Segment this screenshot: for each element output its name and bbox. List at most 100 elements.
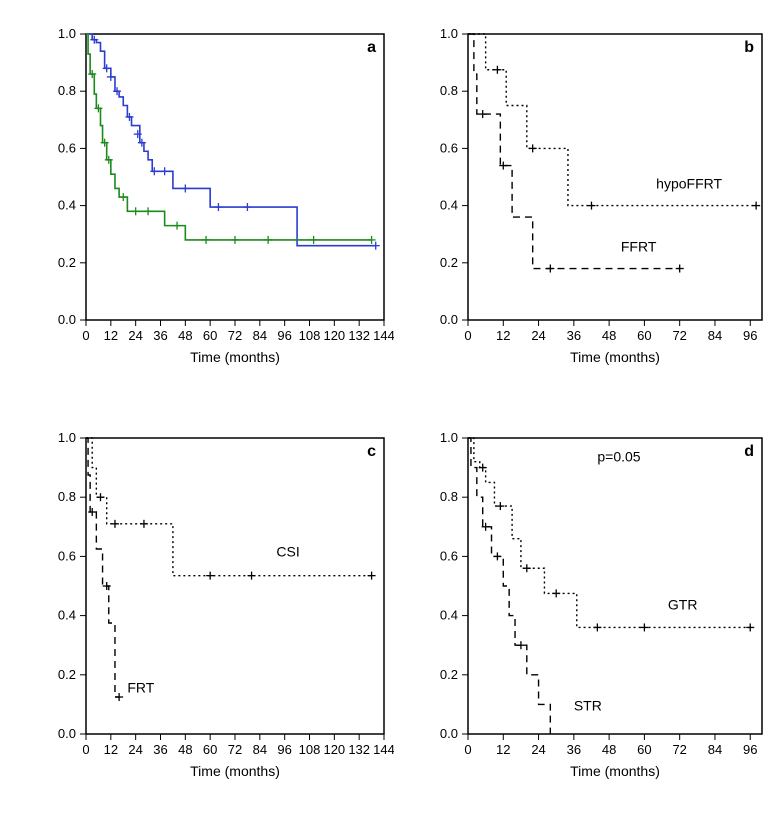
censor-tick-icon [479,110,487,118]
km-curve-blue-curve [86,34,376,246]
x-tick-label: 96 [277,328,291,343]
y-tick-label: 0.8 [440,489,458,504]
annotation-text: p=0.05 [597,449,640,465]
y-tick-label: 0.2 [58,255,76,270]
x-tick-label: 0 [464,742,471,757]
x-tick-label: 36 [567,742,581,757]
x-tick-label: 24 [128,742,142,757]
x-tick-label: 72 [672,742,686,757]
censor-tick-icon [676,265,684,273]
x-tick-label: 144 [373,328,394,343]
series-label: STR [574,697,602,713]
km-curve-CSI [86,438,372,576]
series-label: CSI [276,543,299,559]
x-tick-label: 48 [602,742,616,757]
panel-d: 0.00.20.40.60.81.001224364860728496Time … [416,420,772,790]
panel-b: 0.00.20.40.60.81.001224364860728496Time … [416,16,772,376]
x-tick-label: 96 [743,742,757,757]
x-tick-label: 12 [104,328,118,343]
y-tick-label: 0.2 [440,255,458,270]
censor-tick-icon [140,520,148,528]
x-axis-label: Time (months) [190,763,280,779]
km-figure: 0.00.20.40.60.81.00122436486072849610812… [0,0,784,813]
y-tick-label: 0.4 [440,198,458,213]
x-axis-label: Time (months) [570,763,660,779]
censor-tick-icon [368,572,376,580]
x-tick-label: 48 [602,328,616,343]
series-label: GTR [668,597,698,613]
censor-tick-icon [202,236,210,244]
x-tick-label: 24 [531,742,545,757]
x-tick-label: 84 [253,742,267,757]
censor-tick-icon [529,144,537,152]
censor-tick-icon [144,207,152,215]
x-tick-label: 144 [373,742,394,757]
x-tick-label: 12 [496,742,510,757]
y-tick-label: 0.4 [440,608,458,623]
censor-tick-icon [88,508,96,516]
panel-corner-label: d [744,443,754,460]
censor-tick-icon [132,207,140,215]
x-tick-label: 36 [153,742,167,757]
x-tick-label: 60 [637,328,651,343]
x-tick-label: 36 [567,328,581,343]
y-tick-label: 0.0 [440,726,458,741]
y-tick-label: 0.6 [440,548,458,563]
y-tick-label: 0.8 [58,489,76,504]
y-tick-label: 0.8 [58,83,76,98]
series-label: FFRT [621,238,657,254]
censor-tick-icon [107,73,115,81]
plot-frame [468,438,762,734]
x-tick-label: 12 [496,328,510,343]
km-curve-FRT [86,438,119,697]
censor-tick-icon [161,167,169,175]
x-tick-label: 84 [253,328,267,343]
x-tick-label: 0 [82,328,89,343]
x-tick-label: 72 [228,328,242,343]
y-tick-label: 0.2 [58,667,76,682]
y-tick-label: 0.6 [58,548,76,563]
x-tick-label: 48 [178,742,192,757]
y-tick-label: 0.4 [58,198,76,213]
censor-tick-icon [496,502,504,510]
x-tick-label: 36 [153,328,167,343]
censor-tick-icon [248,572,256,580]
y-tick-label: 0.8 [440,83,458,98]
y-tick-label: 0.0 [440,312,458,327]
censor-tick-icon [552,589,560,597]
censor-tick-icon [493,552,501,560]
censor-tick-icon [593,623,601,631]
y-tick-label: 1.0 [58,26,76,41]
x-axis-label: Time (months) [190,349,280,365]
censor-tick-icon [181,184,189,192]
panel-corner-label: c [367,443,376,460]
x-axis-label: Time (months) [570,349,660,365]
panel-corner-label: b [744,39,754,56]
censor-tick-icon [111,520,119,528]
y-tick-label: 0.4 [58,608,76,623]
x-tick-label: 60 [203,742,217,757]
x-tick-label: 24 [128,328,142,343]
x-tick-label: 120 [323,742,345,757]
censor-tick-icon [517,641,525,649]
y-tick-label: 0.6 [440,140,458,155]
panel-c: 0.00.20.40.60.81.00122436486072849610812… [28,420,394,790]
censor-tick-icon [119,193,127,201]
censor-tick-icon [214,203,222,211]
panel-a: 0.00.20.40.60.81.00122436486072849610812… [28,16,394,376]
y-tick-label: 0.6 [58,140,76,155]
censor-tick-icon [173,222,181,230]
x-tick-label: 108 [299,742,321,757]
censor-tick-icon [368,236,376,244]
censor-tick-icon [493,66,501,74]
x-tick-label: 0 [464,328,471,343]
x-tick-label: 60 [203,328,217,343]
censor-tick-icon [310,236,318,244]
series-label: FRT [127,680,154,696]
x-tick-label: 72 [228,742,242,757]
censor-tick-icon [231,236,239,244]
y-tick-label: 0.0 [58,312,76,327]
x-tick-label: 24 [531,328,545,343]
censor-tick-icon [752,202,760,210]
censor-tick-icon [640,623,648,631]
